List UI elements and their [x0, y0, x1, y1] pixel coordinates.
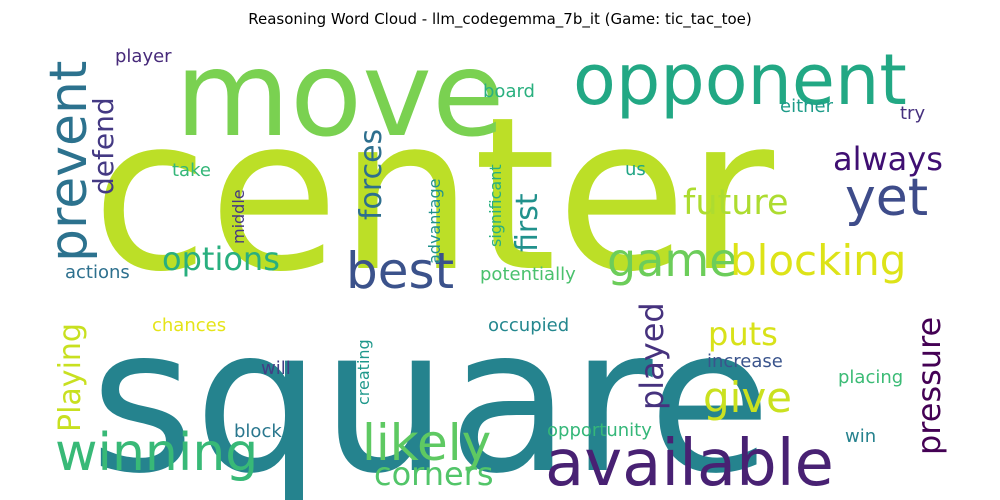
word-blocking: blocking — [730, 236, 906, 285]
word-yet: yet — [845, 168, 928, 228]
word-game: game — [607, 233, 738, 287]
word-creating: creating — [354, 339, 373, 405]
word-win: win — [845, 426, 876, 447]
word-increase: increase — [707, 351, 783, 372]
word-move: move — [175, 25, 505, 163]
word-board: board — [483, 81, 535, 102]
word-placing: placing — [838, 367, 903, 388]
word-played: played — [633, 302, 671, 410]
word-advantage: advantage — [425, 179, 444, 264]
word-square: square — [90, 285, 771, 500]
word-opportunity: opportunity — [547, 420, 652, 441]
word-actions: actions — [65, 262, 130, 283]
word-take: take — [172, 160, 211, 181]
word-prevent: prevent — [39, 61, 99, 262]
word-us: us — [625, 159, 646, 180]
word-will: will — [261, 358, 291, 379]
word-potentially: potentially — [480, 264, 576, 285]
word-middle: middle — [229, 189, 248, 244]
word-likely: likely — [362, 414, 491, 472]
word-give: give — [703, 373, 792, 422]
word-try: try — [900, 103, 925, 124]
word-winning: winning — [55, 423, 258, 483]
word-chances: chances — [152, 315, 226, 336]
word-forces: forces — [354, 129, 389, 220]
word-player: player — [115, 46, 172, 67]
word-first: first — [510, 193, 545, 252]
word-significant: significant — [486, 164, 505, 247]
chart-title: Reasoning Word Cloud - llm_codegemma_7b_… — [248, 10, 752, 28]
word-available: available — [545, 427, 834, 500]
word-always: always — [833, 140, 943, 178]
word-options: options — [162, 240, 280, 278]
word-block: block — [234, 421, 282, 442]
word-pressure: pressure — [910, 317, 948, 455]
word-opponent: opponent — [573, 39, 907, 121]
word-corners: corners — [374, 455, 494, 493]
word-future: future — [683, 183, 789, 223]
word-puts: puts — [708, 315, 778, 353]
word-either: either — [780, 96, 834, 117]
word-occupied: occupied — [488, 315, 569, 336]
word-playing: Playing — [53, 323, 88, 432]
word-best: best — [346, 242, 454, 300]
word-center: center — [92, 71, 775, 318]
word-defend: defend — [87, 97, 120, 195]
